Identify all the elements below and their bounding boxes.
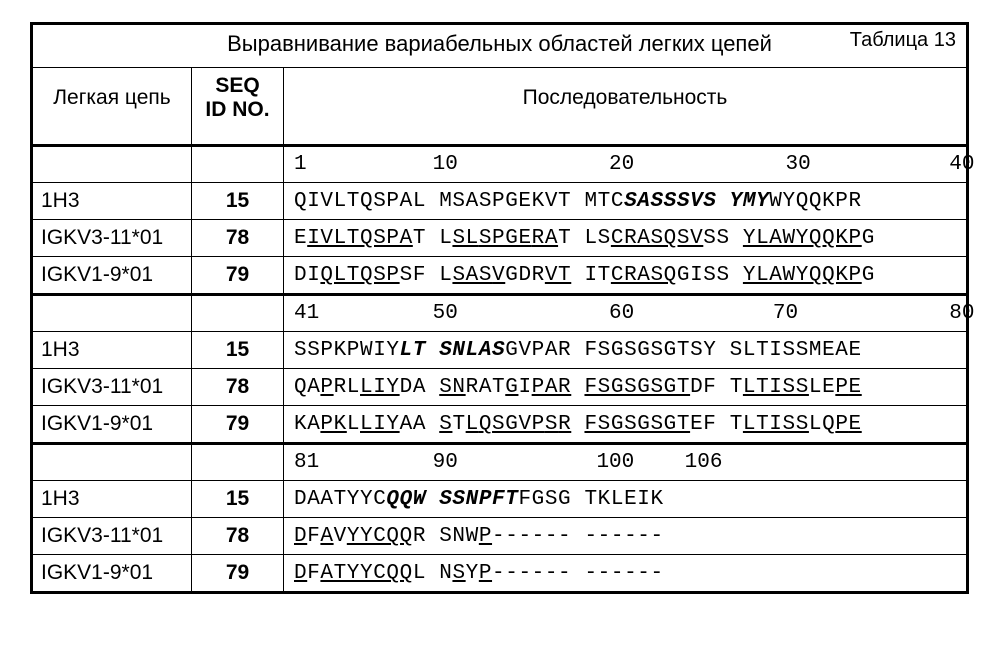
sequence-text: DAATYYCQQW SSNPFTFGSG TKLEIK: [284, 481, 968, 518]
alignment-table: Таблица 13 Выравнивание вариабельных обл…: [30, 22, 969, 594]
chain-name: IGKV3-11*01: [32, 369, 192, 406]
sequence-text: SSPKPWIYLT SNLASGVPAR FSGSGSGTSY SLTISSM…: [284, 332, 968, 369]
table-row: IGKV1-9*01 79 DIQLTQSPSF LSASVGDRVT ITCR…: [32, 257, 968, 295]
seq-id: 78: [192, 369, 284, 406]
chain-name: 1H3: [32, 183, 192, 220]
ruler-row: 81 90 100 106: [284, 444, 968, 481]
table-row: IGKV3-11*01 78 QAPRLLIYDA SNRATGIPAR FSG…: [32, 369, 968, 406]
chain-name: IGKV1-9*01: [32, 257, 192, 295]
sequence-text: QIVLTQSPAL MSASPGEKVT MTCSASSSVS YMYWYQQ…: [284, 183, 968, 220]
col-header-chain: Легкая цепь: [32, 68, 192, 146]
table-row: 1H3 15 QIVLTQSPAL MSASPGEKVT MTCSASSSVS …: [32, 183, 968, 220]
seq-id: 78: [192, 518, 284, 555]
seq-id: 78: [192, 220, 284, 257]
ruler-row: 1 10 20 30 40: [284, 146, 968, 183]
sequence-text: QAPRLLIYDA SNRATGIPAR FSGSGSGTDF TLTISSL…: [284, 369, 968, 406]
sequence-text: KAPKLLIYAA STLQSGVPSR FSGSGSGTEF TLTISSL…: [284, 406, 968, 444]
chain-name: IGKV3-11*01: [32, 518, 192, 555]
table-row: 1H3 15 DAATYYCQQW SSNPFTFGSG TKLEIK: [32, 481, 968, 518]
col-header-seqid-text: SEQ ID NO.: [205, 74, 269, 121]
sequence-text: EIVLTQSPAT LSLSPGERAT LSCRASQSVSS YLAWYQ…: [284, 220, 968, 257]
ruler-row: 41 50 60 70 80: [284, 295, 968, 332]
empty-cell: [32, 295, 192, 332]
table-row: 1H3 15 SSPKPWIYLT SNLASGVPAR FSGSGSGTSY …: [32, 332, 968, 369]
seq-id: 15: [192, 183, 284, 220]
table-row: IGKV1-9*01 79 DFATYYCQQL NSYP------ ----…: [32, 555, 968, 593]
chain-name: IGKV1-9*01: [32, 555, 192, 593]
table-number-label: Таблица 13: [850, 29, 956, 52]
table-row: IGKV3-11*01 78 DFAVYYCQQR SNWP------ ---…: [32, 518, 968, 555]
table-title-cell: Таблица 13 Выравнивание вариабельных обл…: [32, 24, 968, 68]
sequence-text: DFATYYCQQL NSYP------ ------: [284, 555, 968, 593]
col-header-seqid: SEQ ID NO.: [192, 68, 284, 146]
chain-name: 1H3: [32, 332, 192, 369]
empty-cell: [192, 146, 284, 183]
seq-id: 79: [192, 406, 284, 444]
seq-id: 79: [192, 555, 284, 593]
chain-name: 1H3: [32, 481, 192, 518]
seq-id: 15: [192, 481, 284, 518]
empty-cell: [192, 295, 284, 332]
seq-id: 79: [192, 257, 284, 295]
chain-name: IGKV3-11*01: [32, 220, 192, 257]
chain-name: IGKV1-9*01: [32, 406, 192, 444]
sequence-text: DIQLTQSPSF LSASVGDRVT ITCRASQGISS YLAWYQ…: [284, 257, 968, 295]
empty-cell: [192, 444, 284, 481]
seq-id: 15: [192, 332, 284, 369]
table-row: IGKV1-9*01 79 KAPKLLIYAA STLQSGVPSR FSGS…: [32, 406, 968, 444]
sequence-text: DFAVYYCQQR SNWP------ ------: [284, 518, 968, 555]
table-row: IGKV3-11*01 78 EIVLTQSPAT LSLSPGERAT LSC…: [32, 220, 968, 257]
empty-cell: [32, 444, 192, 481]
empty-cell: [32, 146, 192, 183]
col-header-sequence: Последовательность: [284, 68, 968, 146]
table-title: Выравнивание вариабельных областей легки…: [227, 31, 772, 56]
